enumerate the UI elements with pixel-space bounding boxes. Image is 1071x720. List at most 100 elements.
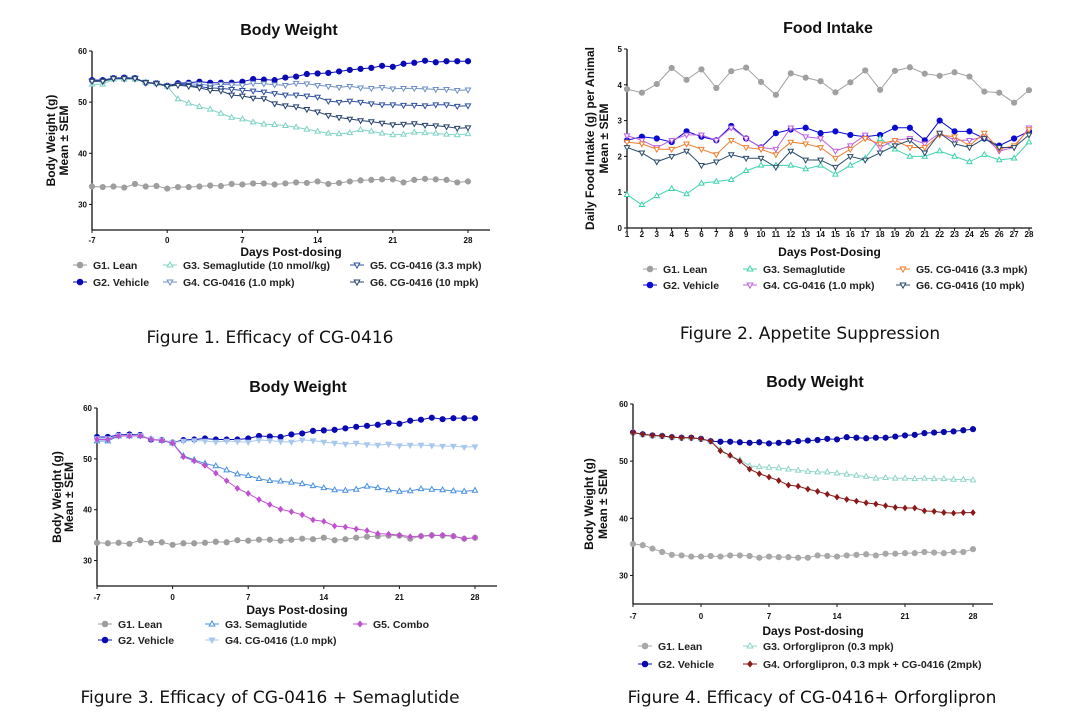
data-point [266,536,273,543]
data-point [969,426,977,433]
data-point [697,553,705,560]
data-point [367,119,375,126]
x-axis-title: Days Post-dosing [240,245,341,259]
data-point [115,539,122,546]
data-point [823,468,831,475]
data-point [309,536,317,543]
data-point [363,442,371,449]
data-point [277,433,284,441]
data-point [683,190,691,197]
data-point [389,102,397,109]
data-point [421,175,429,182]
data-point [346,128,354,136]
y-tick-label: 50 [619,457,628,466]
x-tick-label: 7 [767,612,772,621]
data-point [378,129,386,136]
data-point [950,428,957,435]
data-point [814,436,821,444]
series-line [626,119,1030,149]
data-point [169,439,176,447]
legend-marker [646,265,654,273]
data-point [668,551,675,558]
data-point [817,78,824,85]
x-tick-label: 21 [901,612,910,621]
data-point [785,554,792,561]
data-point [244,471,252,478]
data-point [817,130,824,137]
data-point [742,155,750,163]
data-point [378,84,386,92]
data-point [378,176,386,183]
data-point [364,527,370,534]
data-point [432,87,440,94]
data-point [271,82,279,89]
legend-marker [746,641,754,649]
legend-item: G3. Orforglipron (0.3 mpk) [743,641,894,653]
legend-item: G2. Vehicle [638,659,714,671]
data-point [238,93,246,100]
data-point [876,150,884,157]
data-point [341,441,349,448]
data-point [846,143,854,150]
data-point [970,509,976,516]
data-point [787,125,795,132]
legend-marker [641,660,649,668]
x-axis-title: Days Post-dosing [246,603,347,617]
y-tick-label: 30 [78,200,87,209]
data-point [443,130,450,137]
data-point [471,444,479,451]
data-point [400,130,407,137]
data-point [678,552,685,559]
data-point [271,77,278,84]
x-tick-label: 7 [714,230,719,239]
data-point [228,92,236,99]
data-point [277,537,284,544]
data-point [353,534,360,541]
data-point [712,177,720,184]
data-point [238,82,246,90]
data-point [164,185,171,192]
data-point [1025,87,1033,94]
chart-title: Body Weight [766,374,864,391]
x-tick-label: 20 [905,230,914,239]
data-point [965,145,973,152]
data-point [357,65,364,73]
data-point [93,539,101,546]
data-point [314,70,321,77]
data-point [717,553,724,560]
data-point [638,141,646,148]
x-tick-label: 17 [861,230,870,239]
data-point [249,95,257,102]
x-tick-label: 7 [246,593,251,602]
data-point [105,436,111,443]
data-point [196,183,203,190]
data-point [683,148,691,155]
data-point [802,165,810,172]
data-point [980,150,988,157]
data-point [120,76,128,83]
data-point [688,553,695,560]
data-point [802,157,810,164]
data-point [765,463,773,470]
x-tick-label: 0 [699,612,704,621]
data-point [464,178,472,185]
x-tick-label: 21 [920,230,929,239]
data-point [833,436,841,443]
x-tick-label: 18 [876,230,885,239]
legend-marker [899,266,907,274]
data-point [228,87,236,94]
data-point [320,427,327,434]
data-point [995,156,1003,163]
chart-1: Body Weight -7 0 7 14 21 28 30 40 50 60 Days Post-d… [44,22,490,348]
data-point [814,552,821,559]
data-point [863,551,870,558]
data-point [255,536,263,543]
data-point [638,89,645,96]
x-tick-label: 1 [625,230,630,239]
data-point [450,532,457,540]
data-point [271,120,279,127]
x-tick-label: 28 [969,612,978,621]
y-axis-title: Body Weight (g) [50,451,64,543]
data-point [249,80,257,88]
data-point [389,86,397,93]
